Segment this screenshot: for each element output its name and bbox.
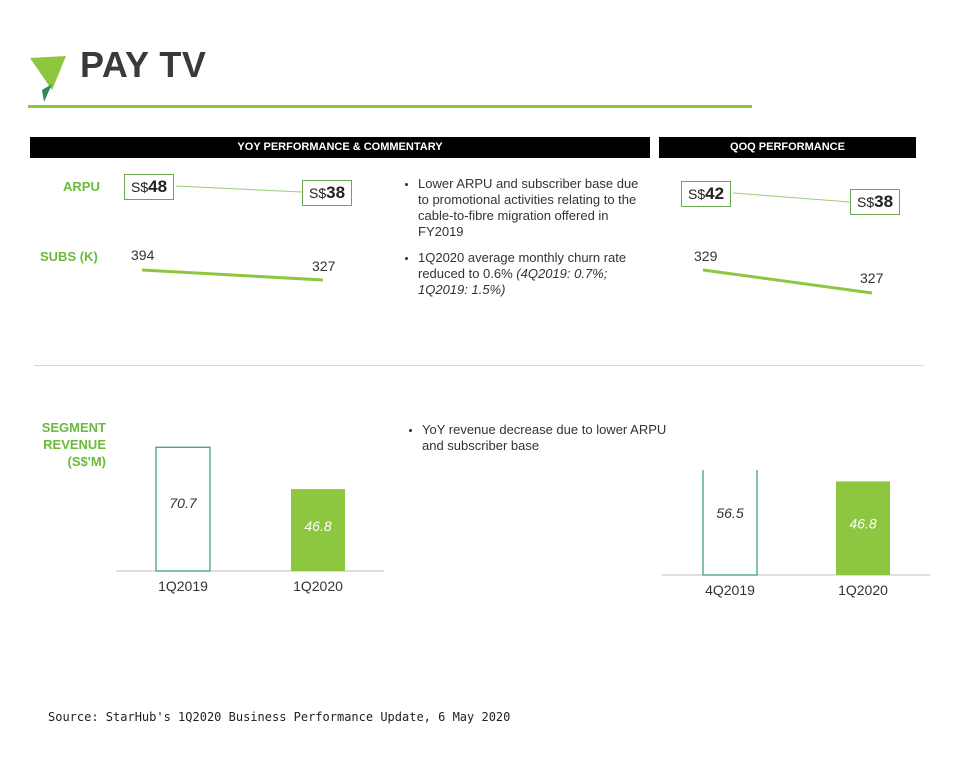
yoy-subs-to-value: 327 [312,258,336,274]
subs-label: SUBS (K) [40,249,98,264]
qoq-revenue-bar-chart: 56.5 4Q2019 46.8 1Q2020 [662,470,930,598]
qoq-subs-to-value: 327 [860,270,884,286]
qoq-arpu-from-box: S$42 [681,181,732,207]
bar-value-label: 70.7 [169,495,197,511]
segment-revenue-label-line3: (S$'M) [67,454,106,469]
commentary-bullet: 1Q2020 average monthly churn rate reduce… [418,250,648,298]
segment-revenue-label: SEGMENT REVENUE (S$'M) [38,419,106,470]
page-title: PAY TV [80,44,207,85]
currency-prefix: S$ [857,194,875,210]
bar-value-label: 56.5 [716,505,743,521]
bar-value-label: 46.8 [304,518,331,534]
commentary-text: 1Q2020 average monthly churn rate reduce… [418,250,627,281]
qoq-subs-trend-line [702,268,873,295]
commentary-note: (4Q2019: 0.7%; 1Q2019: 1.5%) [418,266,608,297]
category-label: 1Q2020 [293,578,343,594]
bar-1Q2019 [155,446,211,572]
bar-value-label: 46.8 [849,516,876,532]
category-label: 1Q2019 [158,578,208,594]
section-divider [34,365,924,366]
qoq-arpu-to-value: 38 [874,192,894,211]
yoy-revenue-bar-chart: 70.7 1Q2019 46.8 1Q2020 [116,446,384,594]
qoq-section-header: QOQ PERFORMANCE [659,137,916,158]
segment-revenue-label-line2: REVENUE [43,437,106,452]
title-underline [28,105,752,108]
starhub-logo-icon [30,56,66,102]
bar-4Q2019 [702,470,758,576]
bar-1Q2020 [836,481,890,575]
currency-prefix: S$ [688,186,706,202]
yoy-subs-from-value: 394 [131,247,155,263]
category-label: 1Q2020 [838,582,888,598]
arpu-label: ARPU [63,179,100,194]
segment-revenue-label-line1: SEGMENT [41,420,106,435]
yoy-commentary-list: Lower ARPU and subscriber base due to pr… [404,176,648,308]
yoy-arpu-to-value: 38 [326,183,346,202]
commentary-bullet: Lower ARPU and subscriber base due to pr… [418,176,648,240]
yoy-subs-trend-line [141,268,324,282]
yoy-section-header: YOY PERFORMANCE & COMMENTARY [30,137,650,158]
currency-prefix: S$ [131,179,149,195]
qoq-arpu-to-box: S$38 [850,189,901,215]
qoq-subs-from-value: 329 [694,248,718,264]
qoq-arpu-from-value: 42 [705,184,725,203]
revenue-commentary-list: YoY revenue decrease due to lower ARPU a… [408,422,672,464]
source-note: Source: StarHub's 1Q2020 Business Perfor… [48,710,511,724]
yoy-arpu-from-value: 48 [148,177,168,196]
yoy-arpu-connector [175,185,303,193]
bar-1Q2020 [291,489,345,571]
currency-prefix: S$ [309,185,327,201]
category-label: 4Q2019 [705,582,755,598]
qoq-arpu-connector [732,192,851,203]
commentary-bullet: YoY revenue decrease due to lower ARPU a… [422,422,672,454]
yoy-arpu-to-box: S$38 [302,180,353,206]
yoy-arpu-from-box: S$48 [124,174,175,200]
